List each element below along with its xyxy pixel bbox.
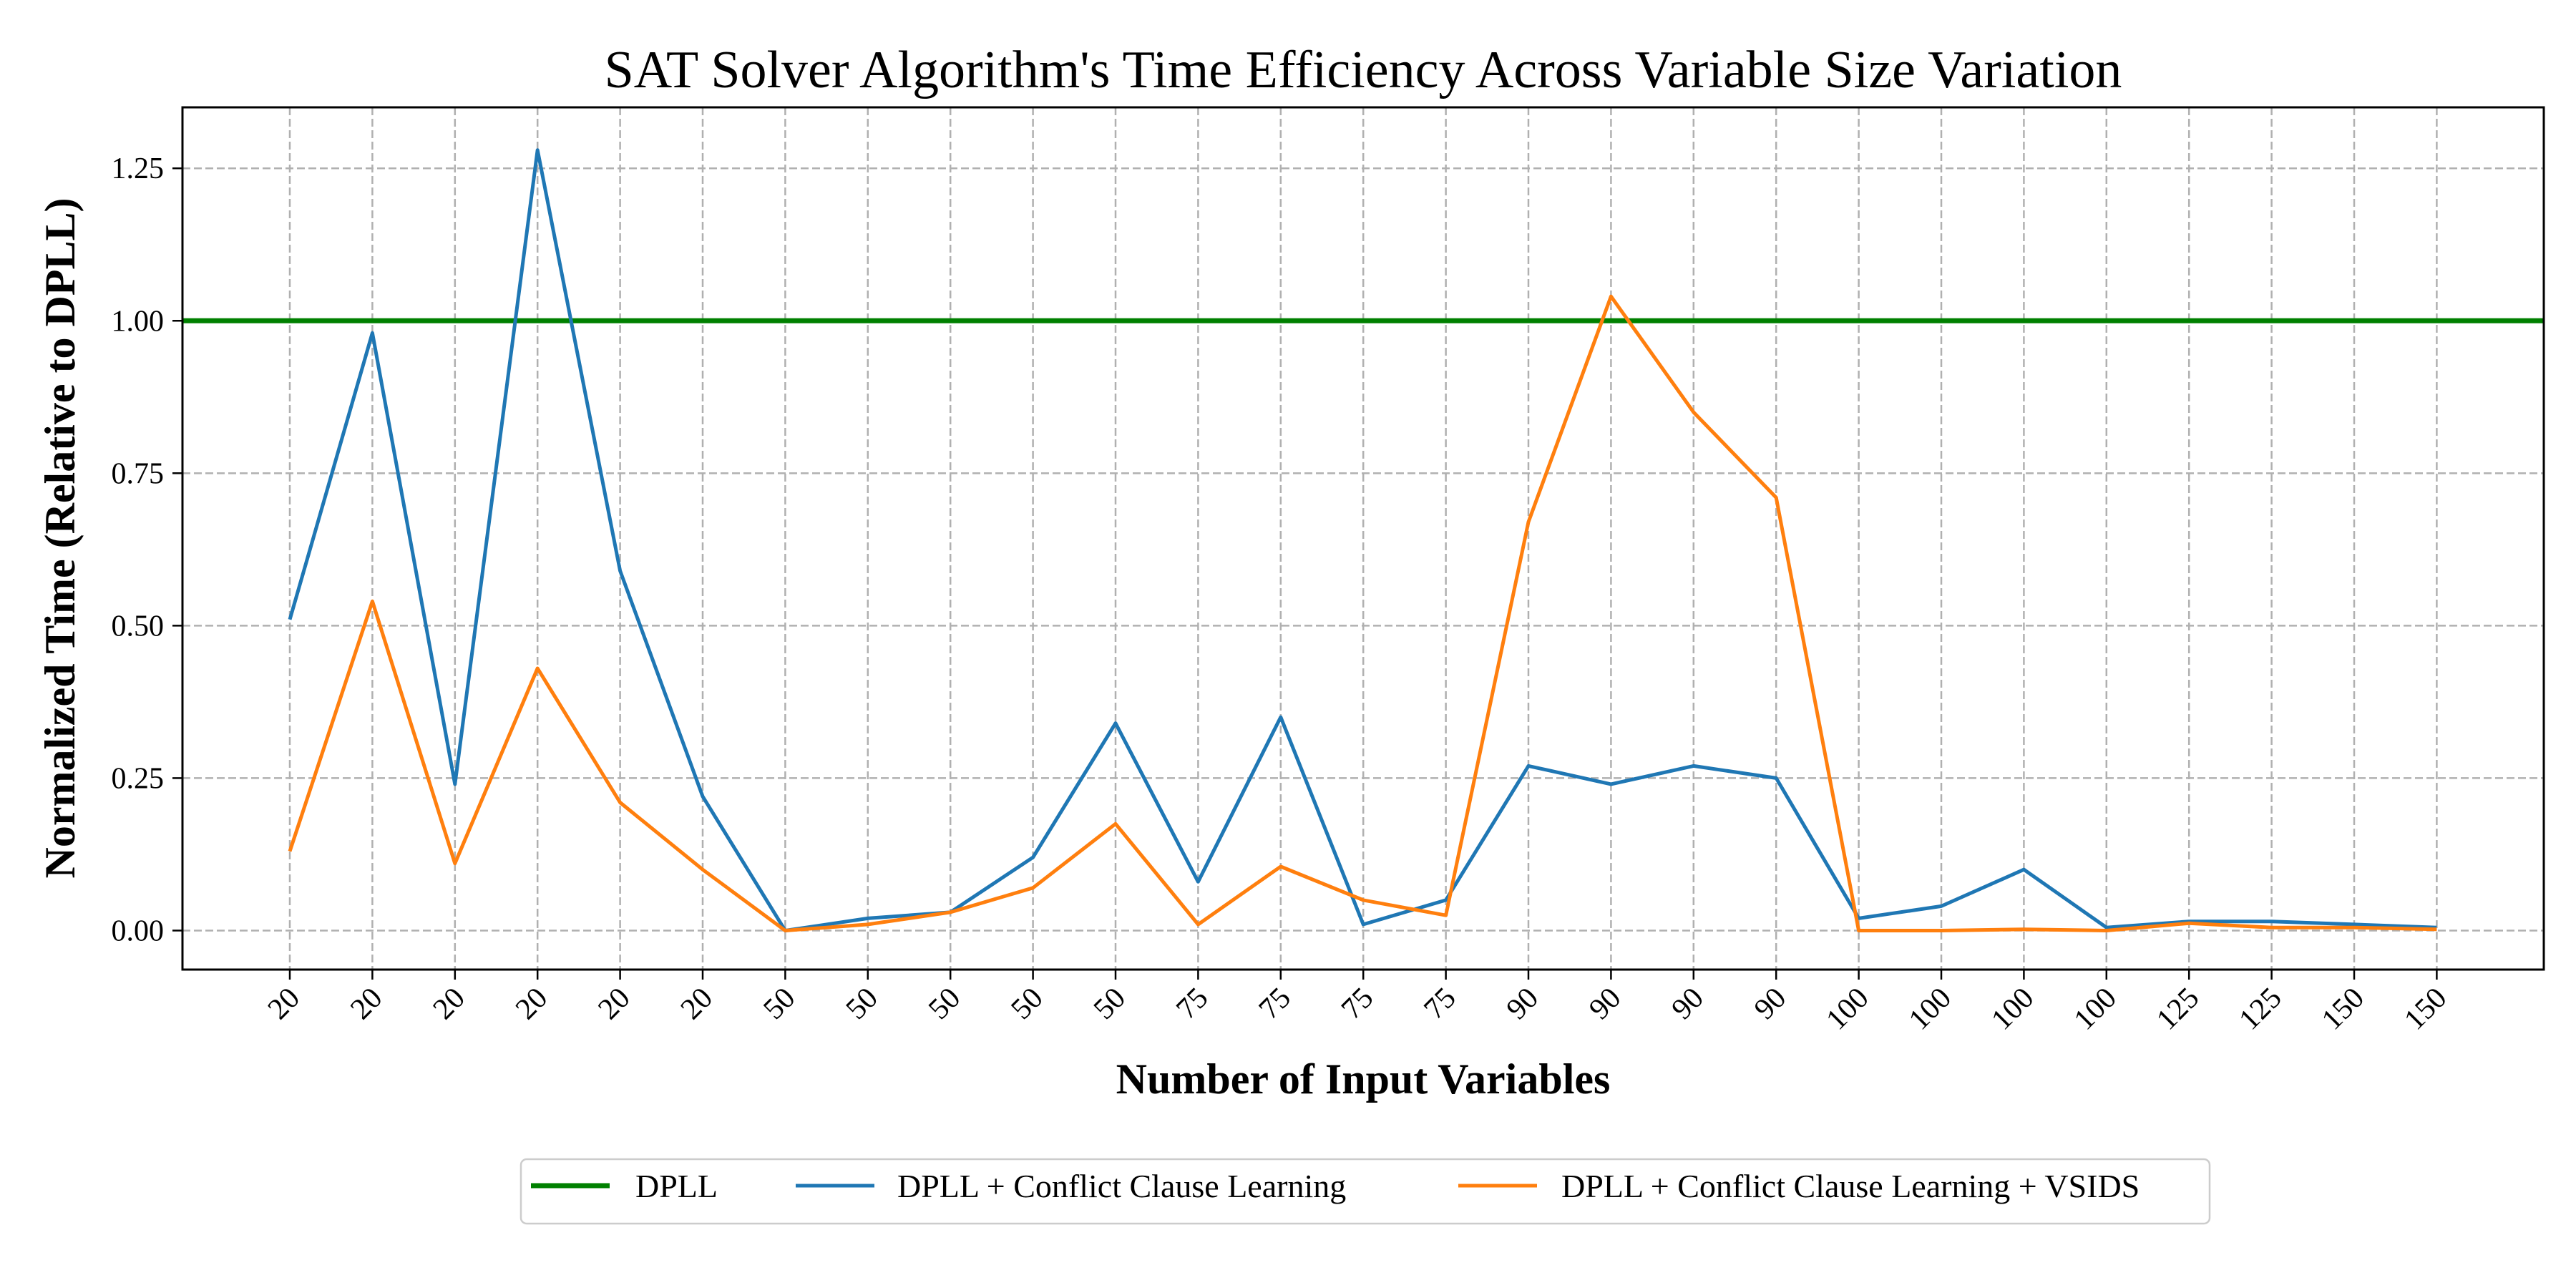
- x-tick-label: 75: [1170, 982, 1214, 1026]
- x-tick-label: 75: [1253, 982, 1297, 1026]
- x-tick-label: 50: [840, 982, 884, 1026]
- series-lines: [182, 148, 2544, 932]
- x-tick-label: 20: [509, 982, 554, 1026]
- y-tick-label: 1.00: [112, 305, 165, 338]
- x-tick-label: 20: [262, 982, 306, 1026]
- x-tick-label: 50: [757, 982, 801, 1026]
- x-tick-label: 100: [1820, 982, 1875, 1037]
- y-tick-label: 1.25: [112, 152, 165, 185]
- y-tick-label: 0.50: [112, 610, 165, 643]
- x-tick-label: 20: [675, 982, 719, 1026]
- x-tick-label: 90: [1583, 982, 1627, 1026]
- legend-label-dpll: DPLL: [635, 1168, 718, 1204]
- x-tick-label: 90: [1666, 982, 1710, 1026]
- chart-title: SAT Solver Algorithm's Time Efficiency A…: [605, 41, 2122, 99]
- x-tick-label: 150: [2398, 982, 2453, 1037]
- series-line-ccl: [288, 148, 2437, 932]
- series-line-ccl-vsids: [288, 294, 2437, 932]
- x-axis-label: Number of Input Variables: [1116, 1055, 1611, 1103]
- x-tick-label: 20: [344, 982, 389, 1026]
- x-tick-label: 75: [1418, 982, 1462, 1026]
- x-tick-label: 125: [2150, 982, 2205, 1037]
- x-tick-label: 75: [1335, 982, 1380, 1026]
- y-axis-label: Normalized Time (Relative to DPLL): [36, 198, 84, 879]
- x-tick-label: 100: [1985, 982, 2040, 1037]
- legend: DPLL DPLL + Conflict Clause Learning DPL…: [519, 1158, 2211, 1225]
- x-tick-label: 20: [427, 982, 472, 1026]
- y-tick-label: 0.00: [112, 914, 165, 947]
- x-tick-label: 125: [2233, 982, 2288, 1037]
- x-tick-label: 150: [2316, 982, 2371, 1037]
- legend-label-ccl: DPLL + Conflict Clause Learning: [897, 1168, 1346, 1204]
- y-tick-label: 0.25: [112, 762, 165, 795]
- y-tick-label: 0.75: [112, 457, 165, 490]
- x-tick-label: 90: [1748, 982, 1792, 1026]
- legend-label-ccl-vsids: DPLL + Conflict Clause Learning + VSIDS: [1561, 1168, 2140, 1204]
- y-axis-ticks: 0.00 0.25 0.50 0.75 1.00 1.25: [112, 152, 182, 947]
- x-tick-label: 20: [592, 982, 636, 1026]
- grid: [182, 107, 2544, 970]
- x-axis-ticks: 20 20 20 20 20 20 50 50 50 50 50 75 75 75 75 90 90 90 90 10…: [262, 970, 2453, 1037]
- x-tick-label: 100: [1903, 982, 1958, 1037]
- x-tick-label: 100: [2068, 982, 2123, 1037]
- x-tick-label: 50: [1005, 982, 1049, 1026]
- x-tick-label: 50: [1088, 982, 1132, 1026]
- x-tick-label: 50: [922, 982, 967, 1026]
- legend-box: [519, 1158, 2211, 1225]
- x-tick-label: 90: [1501, 982, 1545, 1026]
